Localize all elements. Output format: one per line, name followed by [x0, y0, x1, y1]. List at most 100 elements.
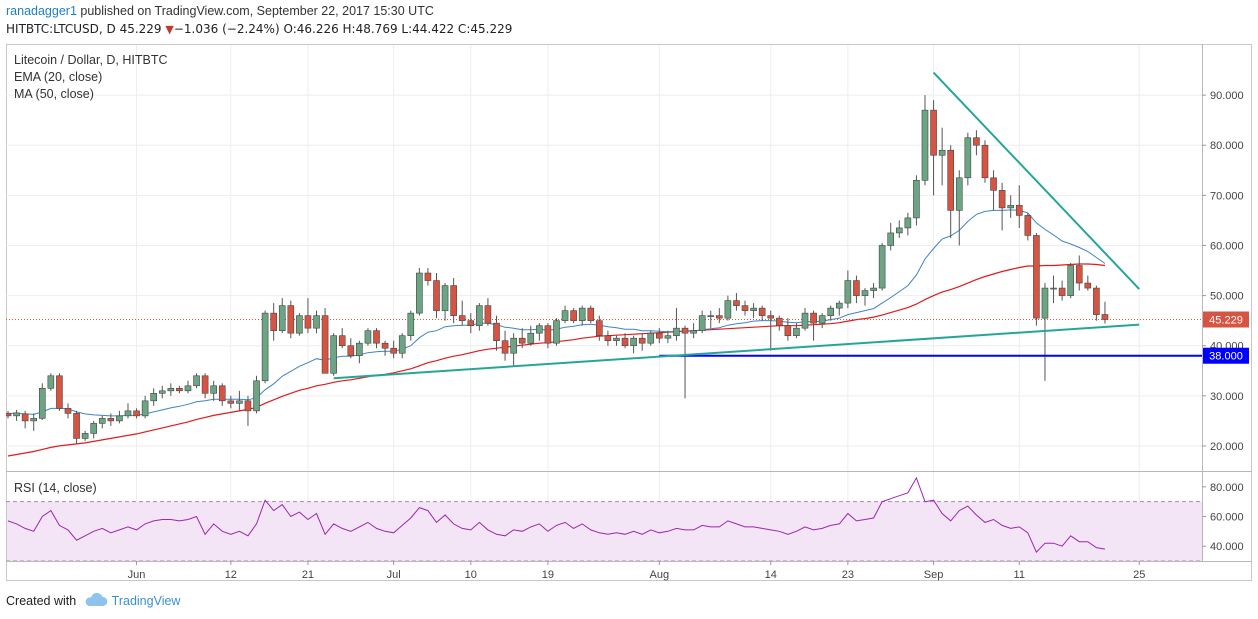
candle-body — [793, 327, 800, 336]
candle-body — [501, 340, 509, 354]
price-tick-label: 70.000 — [1210, 190, 1244, 202]
candle-body — [398, 335, 406, 354]
candle-body — [1093, 287, 1100, 315]
down-arrow-icon: ▼ — [165, 23, 174, 36]
candle-body — [878, 245, 886, 289]
candle-body — [98, 418, 106, 424]
candle-body — [1084, 282, 1092, 289]
candle-body — [1024, 215, 1032, 236]
candle-body — [81, 433, 89, 439]
candle-body — [630, 337, 637, 347]
candle-body — [304, 315, 312, 329]
last-price-tag-label: 45.229 — [1209, 314, 1243, 326]
candle-body — [561, 310, 569, 321]
candle-body — [853, 280, 860, 296]
candle-body — [596, 320, 603, 336]
candle-body — [1033, 235, 1040, 319]
rsi-tick-label: 80.000 — [1210, 482, 1244, 494]
candle-body — [47, 375, 55, 389]
candle-body — [638, 337, 646, 344]
candle-body — [390, 347, 397, 354]
candle-body — [433, 280, 440, 311]
candle-body — [544, 325, 552, 344]
time-tick-label: 23 — [842, 569, 854, 581]
published-text: published on TradingView.com, September … — [80, 4, 434, 18]
candle-body — [287, 305, 295, 334]
candle-body — [775, 317, 783, 326]
symbol-quote: HITBTC:LTCUSD, D 45.229 ▼−1.036 (−2.24%)… — [6, 22, 512, 36]
candle-body — [107, 418, 115, 422]
candle-body — [887, 232, 895, 246]
trendline-descending — [932, 71, 1140, 290]
candle-body — [493, 322, 500, 341]
candle-body — [827, 307, 835, 316]
price-chart[interactable]: 20.000 30.000 40.000 50.000 60.000 70.000 80.0… — [4, 44, 1252, 582]
author-link[interactable]: ranadagger1 — [6, 4, 77, 18]
candle-body — [784, 325, 792, 336]
price-tick-label: 30.000 — [1210, 391, 1244, 403]
candle-body — [716, 315, 723, 319]
chart-container[interactable]: 20.000 30.000 40.000 50.000 60.000 70.000 80.0… — [4, 44, 1252, 582]
time-tick-label: Jul — [387, 569, 401, 581]
candle-body — [313, 315, 320, 329]
candle-body — [484, 305, 492, 324]
last-price-tag — [1203, 311, 1249, 328]
candle-body — [4, 413, 12, 417]
candle-body — [1041, 287, 1049, 319]
tradingview-cloud-icon — [84, 592, 108, 610]
candle-body — [818, 315, 826, 324]
tradingview-brand-link[interactable]: TradingView — [111, 593, 181, 608]
candle-body — [227, 400, 235, 404]
rsi-tick-label: 60.000 — [1210, 512, 1244, 524]
candle-body — [930, 109, 937, 156]
candle-body — [381, 342, 389, 349]
price-tick-label: 80.000 — [1210, 140, 1244, 152]
candle-body — [656, 332, 663, 339]
candle-body — [741, 305, 749, 311]
candle-body — [133, 410, 140, 417]
candle-body — [176, 388, 183, 392]
candle-body — [21, 413, 29, 422]
candle-body — [441, 285, 449, 311]
drawings — [333, 71, 1202, 380]
candle-body — [218, 385, 226, 402]
candle-body — [356, 342, 363, 357]
candle-body — [536, 325, 543, 334]
price-change: −1.036 (−2.24%) — [173, 22, 280, 36]
candle-body — [964, 137, 972, 179]
candle-body — [998, 190, 1006, 209]
time-tick-label: 25 — [1133, 569, 1145, 581]
price-tick-label: 20.000 — [1210, 441, 1244, 453]
candle-body — [141, 400, 149, 417]
candle-body — [1050, 287, 1057, 290]
candle-body — [810, 312, 817, 324]
candle-body — [30, 418, 38, 422]
candle-body — [510, 337, 517, 354]
candle-body — [904, 217, 912, 229]
price-tick-label: 90.000 — [1210, 90, 1244, 102]
candle-body — [527, 332, 535, 344]
price-labels: 45.229 38.000 — [1203, 311, 1249, 364]
candle-body — [724, 300, 732, 319]
candle-body — [424, 272, 432, 281]
candle-body — [244, 400, 252, 412]
candle-body — [1075, 265, 1083, 284]
ema-legend: EMA (20, close) — [14, 70, 102, 84]
chart-title: Litecoin / Dollar, D, HITBTC — [14, 53, 168, 67]
time-tick-label: Jun — [128, 569, 146, 581]
chart-background — [7, 45, 1202, 471]
candle-body — [673, 327, 680, 336]
support-tag-label: 38.000 — [1209, 351, 1243, 363]
candle-body — [938, 149, 946, 156]
axes: 20.000 30.000 40.000 50.000 60.000 70.000 80.0… — [128, 90, 1244, 581]
candle-body — [570, 310, 577, 321]
candle-body — [861, 290, 869, 296]
candle-body — [253, 380, 260, 412]
candle-body — [664, 335, 672, 339]
candle-body — [321, 315, 329, 374]
candle-body — [1067, 265, 1074, 296]
candle-body — [236, 400, 243, 404]
support-tag — [1203, 347, 1249, 364]
time-tick-label: 14 — [765, 569, 777, 581]
candle-body — [1101, 314, 1109, 320]
